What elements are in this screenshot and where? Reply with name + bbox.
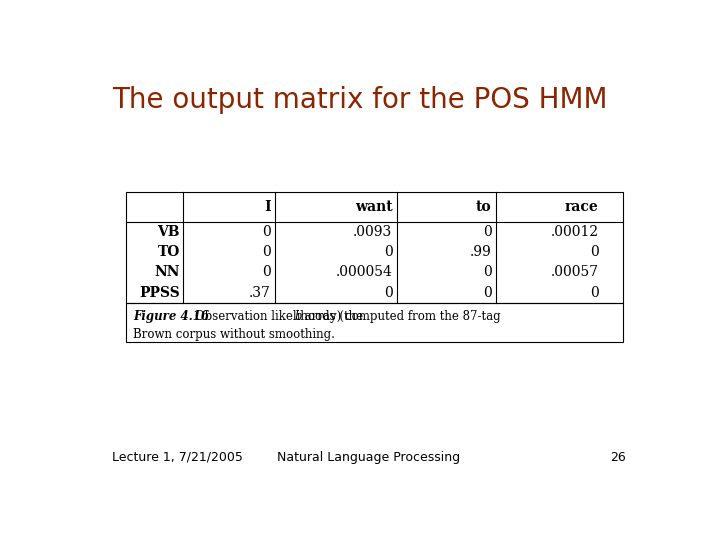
Text: .99: .99 [470, 245, 492, 259]
Text: 0: 0 [483, 265, 492, 279]
Text: Observation likelihoods (the: Observation likelihoods (the [181, 310, 367, 323]
Text: PPSS: PPSS [139, 286, 180, 300]
Text: VB: VB [158, 225, 180, 239]
Text: .00057: .00057 [550, 265, 598, 279]
Text: TO: TO [158, 245, 180, 259]
Text: 0: 0 [483, 225, 492, 239]
Text: 0: 0 [590, 286, 598, 300]
Text: array) computed from the 87-tag: array) computed from the 87-tag [302, 310, 501, 323]
Text: .00012: .00012 [550, 225, 598, 239]
Text: .0093: .0093 [354, 225, 392, 239]
Text: The output matrix for the POS HMM: The output matrix for the POS HMM [112, 85, 608, 113]
Text: want: want [355, 200, 392, 214]
Text: Lecture 1, 7/21/2005: Lecture 1, 7/21/2005 [112, 451, 243, 464]
Text: 0: 0 [483, 286, 492, 300]
Text: 0: 0 [384, 245, 392, 259]
Text: 26: 26 [610, 451, 626, 464]
Text: race: race [564, 200, 598, 214]
Text: 0: 0 [262, 245, 271, 259]
Text: Natural Language Processing: Natural Language Processing [277, 451, 461, 464]
Text: 0: 0 [384, 286, 392, 300]
Text: to: to [476, 200, 492, 214]
Text: Brown corpus without smoothing.: Brown corpus without smoothing. [133, 328, 335, 341]
Text: .37: .37 [249, 286, 271, 300]
Text: b: b [294, 310, 302, 323]
Text: Figure 4.16: Figure 4.16 [133, 310, 209, 323]
Text: NN: NN [155, 265, 180, 279]
Text: I: I [264, 200, 271, 214]
Bar [126, 302, 623, 342]
Text: .000054: .000054 [336, 265, 392, 279]
Text: 0: 0 [262, 225, 271, 239]
Text: 0: 0 [262, 265, 271, 279]
Text: 0: 0 [590, 245, 598, 259]
